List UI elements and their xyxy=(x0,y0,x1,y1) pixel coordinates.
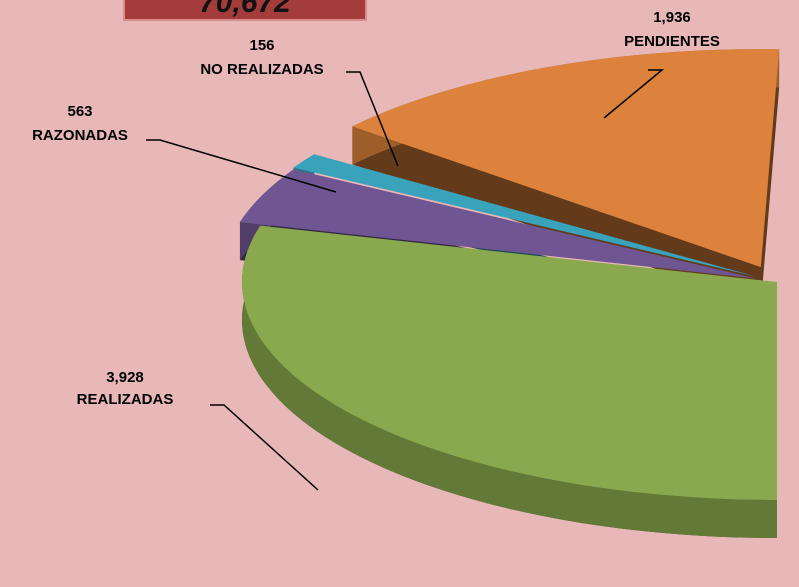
total-box xyxy=(123,0,367,21)
slice xyxy=(293,154,757,277)
value-label: 3,928 xyxy=(106,369,144,386)
slice-side xyxy=(241,225,777,538)
value-label: 563 xyxy=(67,103,92,120)
pie xyxy=(239,49,780,538)
leader-line xyxy=(603,69,665,119)
category-label: NO REALIZADAS xyxy=(200,61,323,78)
value-label: 1,936 xyxy=(653,9,691,26)
leader-line xyxy=(346,71,399,167)
category-label: REALIZADAS xyxy=(77,391,174,408)
slice xyxy=(241,225,777,500)
slice xyxy=(352,49,780,268)
total-label: 70,672 xyxy=(199,0,291,19)
slice xyxy=(239,169,757,279)
category-label: PENDIENTES xyxy=(624,33,720,50)
value-label: 156 xyxy=(249,37,274,54)
category-label: RAZONADAS xyxy=(32,127,128,144)
leader-line xyxy=(146,139,337,193)
leader-line xyxy=(210,404,319,491)
